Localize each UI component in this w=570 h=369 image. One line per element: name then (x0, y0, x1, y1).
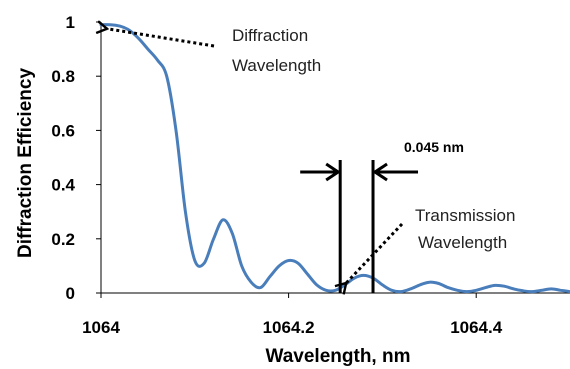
bandwidth-label: 0.045 nm (404, 139, 464, 155)
y-tick-label: 0.8 (51, 67, 75, 86)
y-axis-title: Diffraction Efficiency (15, 68, 36, 258)
transmission-arrow (346, 222, 404, 283)
transmission-annotation: Transmission Wavelength (346, 206, 515, 283)
x-tick-label: 1064 (82, 318, 120, 337)
y-tick-label: 0 (66, 284, 75, 303)
x-axis-title: Wavelength, nm (266, 346, 411, 367)
y-tick-label: 0.2 (51, 230, 75, 249)
diffraction-label-line1: Diffraction (232, 26, 308, 45)
y-tick-label: 1 (66, 13, 75, 32)
bandwidth-right-arrowhead (372, 162, 388, 182)
y-tick-label: 0.4 (51, 176, 75, 195)
transmission-label-line1: Transmission (415, 206, 515, 225)
x-tick-label: 1064.4 (450, 318, 503, 337)
bandwidth-left-arrowhead (325, 162, 341, 182)
y-tick-label: 0.6 (51, 121, 75, 140)
diffraction-arrow (107, 29, 215, 48)
diffraction-annotation: Diffraction Wavelength (107, 26, 321, 75)
tick-labels: 0 0.2 0.4 0.6 0.8 1 1064 1064.2 1064.4 (51, 13, 502, 337)
x-tick-label: 1064.2 (263, 318, 315, 337)
bandwidth-markers (300, 160, 419, 293)
diffraction-label-line2: Wavelength (232, 56, 321, 75)
transmission-label-line2: Wavelength (418, 233, 507, 252)
